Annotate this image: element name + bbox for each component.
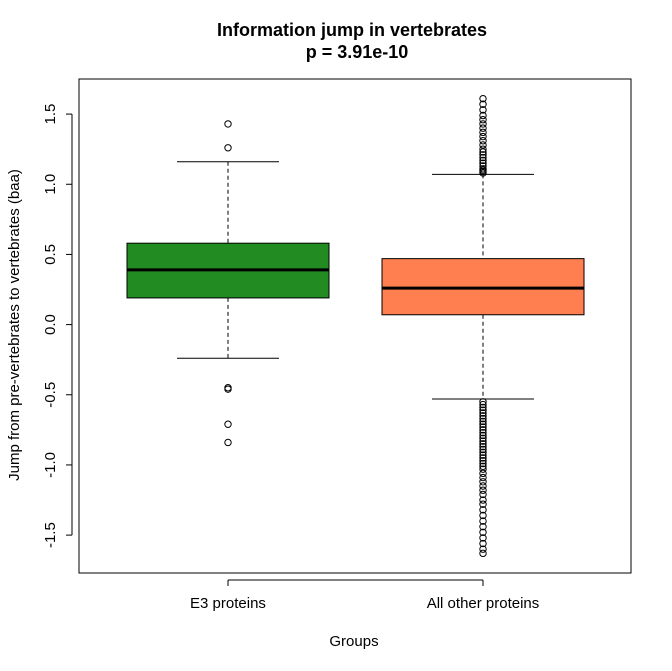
outlier-point xyxy=(479,465,487,473)
outlier-point xyxy=(479,141,487,149)
outlier-point xyxy=(479,414,487,423)
y-tick-label: -0.5 xyxy=(42,382,59,408)
outlier-point xyxy=(224,120,232,128)
y-tick-label: 0.0 xyxy=(42,314,59,335)
outlier-point xyxy=(479,473,487,482)
outlier-point xyxy=(479,420,487,428)
outlier-point xyxy=(479,159,487,167)
outlier-point xyxy=(479,153,487,162)
chart-subtitle: p = 3.91e-10 xyxy=(306,42,409,62)
outlier-point xyxy=(479,437,487,445)
x-axis-label: Groups xyxy=(329,633,378,650)
outlier-point xyxy=(479,398,487,406)
outlier-point xyxy=(479,522,487,531)
outlier-point xyxy=(479,151,487,159)
outlier-point xyxy=(479,111,487,120)
outlier-point xyxy=(479,517,487,525)
y-axis-label: Jump from pre-vertebrates to vertebrates… xyxy=(6,169,23,481)
outlier-point xyxy=(479,132,487,141)
outlier-point xyxy=(479,400,487,409)
outlier-point xyxy=(479,539,487,548)
y-tick-label: -1.0 xyxy=(42,452,59,478)
outlier-point xyxy=(479,128,487,137)
box-group xyxy=(381,94,585,558)
outlier-point xyxy=(479,409,487,417)
outlier-point xyxy=(479,94,487,103)
outlier-point xyxy=(479,528,487,537)
outlier-point xyxy=(479,156,487,165)
outlier-point xyxy=(224,144,232,152)
outlier-point xyxy=(479,434,487,442)
outlier-point xyxy=(479,478,487,486)
outlier-point xyxy=(479,545,487,553)
outlier-point xyxy=(479,115,487,124)
outlier-point xyxy=(479,459,487,468)
box-group xyxy=(126,120,330,447)
x-axis: E3 proteins All other proteins xyxy=(190,579,540,612)
outlier-point xyxy=(479,482,487,490)
outlier-point xyxy=(479,440,487,448)
y-tick-label: 1.5 xyxy=(42,104,59,125)
outlier-point xyxy=(479,457,487,465)
outlier-point xyxy=(479,169,487,177)
outlier-point xyxy=(479,406,487,414)
outlier-point xyxy=(479,451,487,459)
plot-frame xyxy=(78,78,632,574)
outlier-point xyxy=(479,162,487,170)
outlier-point xyxy=(224,420,232,428)
outlier-point xyxy=(479,137,487,145)
outlier-point xyxy=(479,469,487,478)
outlier-point xyxy=(479,417,487,426)
outlier-point xyxy=(479,500,487,508)
x-tick-label: E3 proteins xyxy=(190,595,266,612)
outlier-point xyxy=(479,124,487,132)
outlier-point xyxy=(479,496,487,504)
y-tick-label: -1.5 xyxy=(42,522,59,548)
y-tick-label: 1.0 xyxy=(42,174,59,195)
outlier-point xyxy=(479,100,487,108)
outlier-point xyxy=(479,426,487,434)
y-axis: -1.5 -1.0 -0.5 0.0 0.5 1.0 1.5 xyxy=(42,104,73,548)
outlier-point xyxy=(479,431,487,440)
outlier-point xyxy=(479,511,487,520)
outlier-point xyxy=(479,106,487,114)
outlier-point xyxy=(479,506,487,514)
outlier-point xyxy=(479,148,487,156)
outlier-point xyxy=(479,490,487,499)
outlier-point xyxy=(479,145,487,153)
outlier-point xyxy=(479,120,487,128)
y-tick-label: 0.5 xyxy=(42,244,59,265)
outlier-point xyxy=(479,549,487,558)
outlier-point xyxy=(479,445,487,454)
chart-title: Information jump in vertebrates xyxy=(217,20,487,40)
outlier-point xyxy=(479,486,487,494)
boxes-layer xyxy=(126,94,585,558)
outlier-point xyxy=(479,534,487,542)
outlier-point xyxy=(479,442,487,451)
outlier-point xyxy=(224,385,232,393)
outlier-point xyxy=(479,454,487,462)
outlier-point xyxy=(479,403,487,412)
outlier-point xyxy=(479,412,487,420)
outlier-point xyxy=(479,448,487,457)
outlier-point xyxy=(479,428,487,437)
outlier-point xyxy=(224,438,232,447)
outlier-point xyxy=(479,423,487,431)
outlier-point xyxy=(479,462,487,471)
x-tick-label: All other proteins xyxy=(427,595,540,612)
